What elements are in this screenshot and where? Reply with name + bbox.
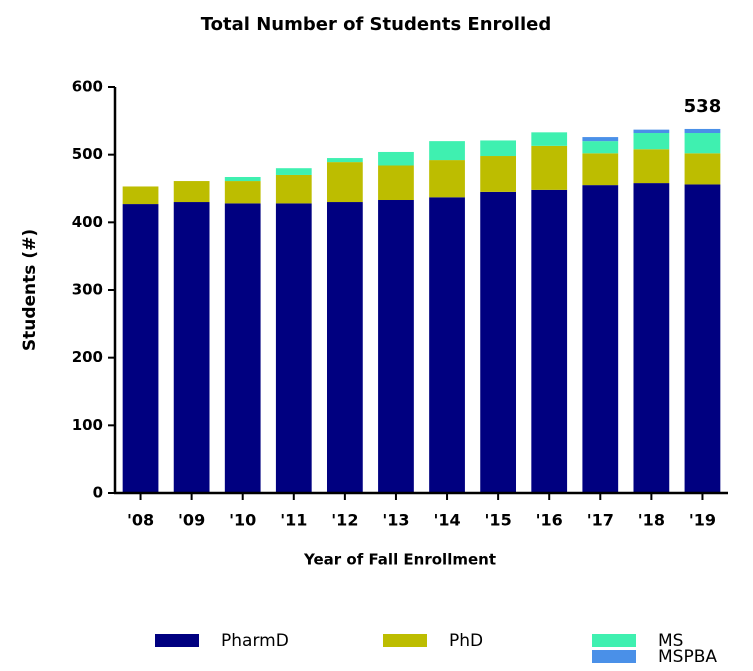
- x-tick-label: '15: [485, 511, 512, 530]
- bar-segment: [531, 189, 568, 493]
- x-tick-label: '13: [382, 511, 409, 530]
- bar-segment: [378, 151, 414, 166]
- bar-segment: [429, 141, 465, 161]
- legend-swatch: [592, 634, 636, 647]
- bar-segment: [122, 186, 159, 205]
- bar-segment: [480, 156, 517, 192]
- bar-segment: [582, 137, 619, 142]
- y-tick-label: 500: [72, 145, 103, 163]
- bar-segment: [122, 204, 159, 493]
- x-tick-label: '09: [178, 511, 205, 530]
- legend-swatch: [383, 634, 427, 647]
- legend-label: MSPBA: [658, 647, 717, 667]
- legend-label: PharmD: [221, 631, 289, 651]
- y-tick-label: 400: [72, 213, 103, 231]
- bar-segment: [326, 162, 363, 203]
- bar-segment: [531, 145, 568, 190]
- bar-segment: [224, 176, 261, 182]
- x-tick-label: '08: [127, 511, 154, 530]
- bar-segment: [684, 153, 721, 185]
- bar-segment: [582, 185, 619, 493]
- bar-segment: [275, 174, 312, 204]
- x-tick-label: '11: [280, 511, 307, 530]
- y-axis-label: Students (#): [20, 229, 40, 351]
- bar-segment: [480, 191, 517, 493]
- bar-segment: [633, 133, 670, 150]
- y-tick-label: 600: [72, 78, 103, 96]
- bar-segment: [633, 129, 670, 134]
- bar-segment: [633, 149, 670, 184]
- x-tick-label: '19: [689, 511, 716, 530]
- bar-segment: [326, 158, 363, 163]
- y-tick-label: 300: [72, 281, 103, 299]
- bar-segment: [582, 141, 619, 154]
- bar-segment: [275, 203, 312, 494]
- chart-title: Total Number of Students Enrolled: [201, 14, 551, 35]
- x-tick-label: '17: [587, 511, 614, 530]
- x-tick-label: '10: [229, 511, 256, 530]
- legend-swatch: [155, 634, 199, 647]
- x-tick-label: '16: [536, 511, 563, 530]
- bar-segment: [480, 140, 517, 157]
- x-tick-label: '18: [638, 511, 665, 530]
- bar-segment: [378, 165, 414, 201]
- bar-segment: [224, 203, 261, 494]
- y-tick-label: 100: [72, 416, 103, 434]
- legend-label: PhD: [449, 631, 483, 651]
- bar-segment: [633, 183, 670, 493]
- bar-segment: [275, 168, 312, 175]
- total-label: 538: [684, 96, 722, 117]
- x-tick-label: '14: [433, 511, 460, 530]
- bar-segment: [173, 181, 210, 203]
- x-axis-label: Year of Fall Enrollment: [303, 551, 496, 569]
- bar-segment: [684, 184, 721, 493]
- bar-segment: [224, 181, 261, 204]
- y-tick-label: 0: [93, 484, 103, 502]
- bar-segment: [684, 128, 721, 134]
- bar-segment: [531, 132, 568, 146]
- y-tick-label: 200: [72, 348, 103, 366]
- bar-segment: [429, 160, 465, 198]
- bar-segment: [582, 153, 619, 186]
- bar-segment: [684, 133, 721, 154]
- x-tick-label: '12: [331, 511, 358, 530]
- bar-segment: [173, 202, 210, 494]
- legend-swatch: [592, 650, 636, 663]
- bar-segment: [429, 197, 465, 493]
- legend-label: MS: [658, 631, 683, 651]
- bar-segment: [326, 202, 363, 494]
- bar-segment: [378, 200, 414, 493]
